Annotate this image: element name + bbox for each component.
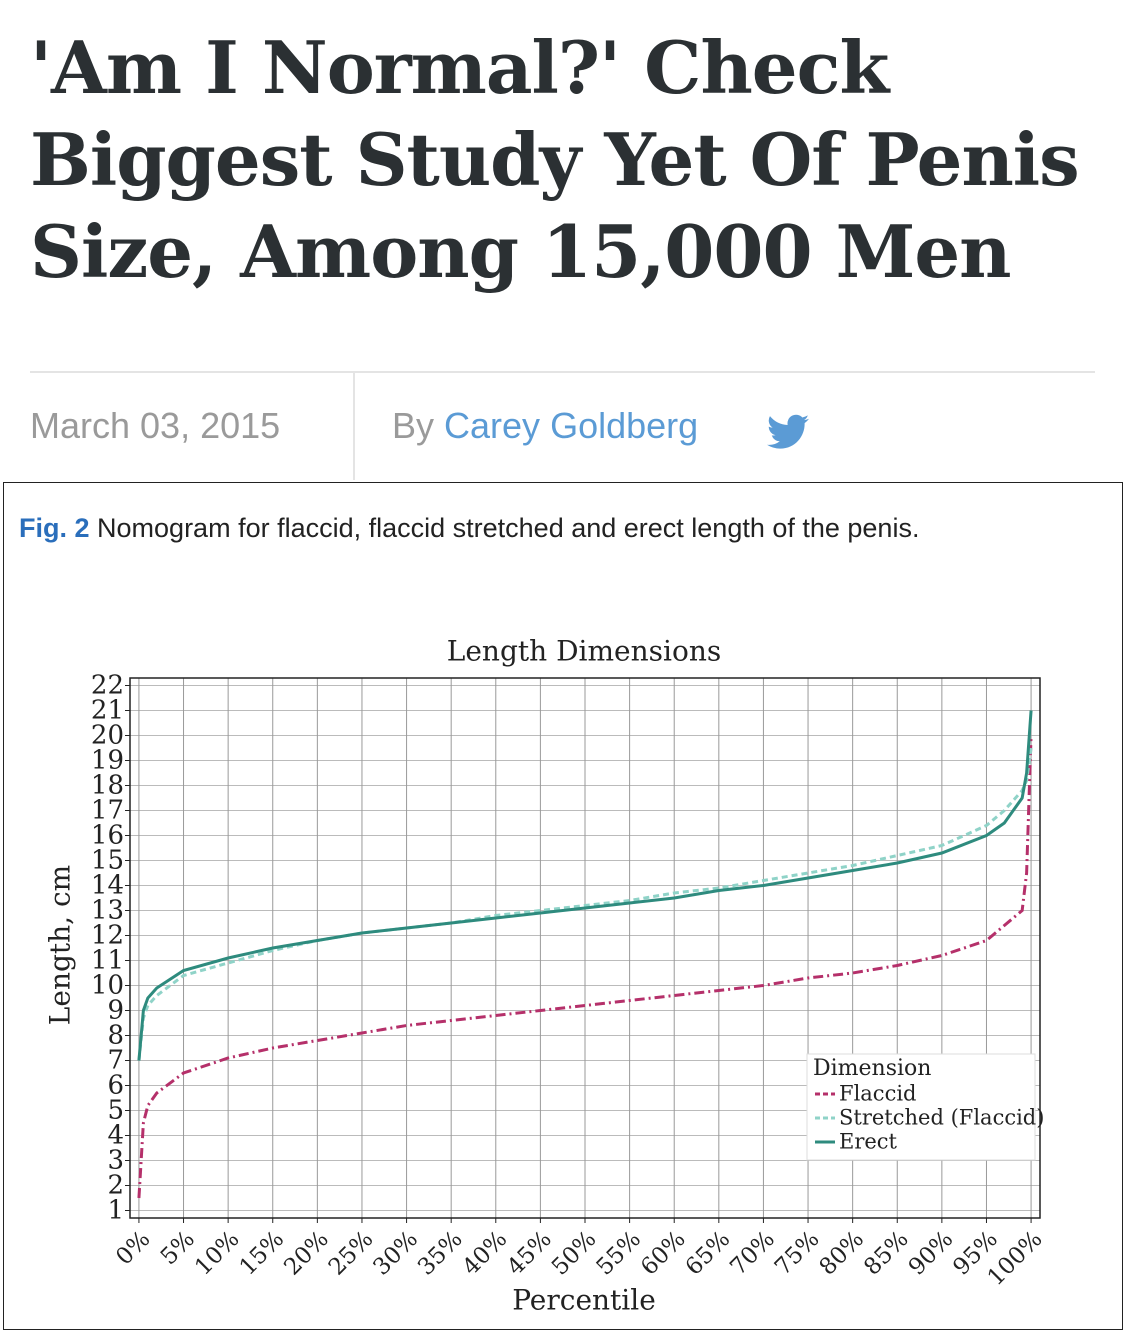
- caption-text: Nomogram for flaccid, flaccid stretched …: [97, 513, 920, 543]
- x-tick-label: 55%: [592, 1226, 647, 1281]
- legend-box: [806, 1053, 1036, 1161]
- headline-line: Biggest Study Yet Of Penis: [30, 117, 1080, 202]
- y-tick-label: 14: [91, 871, 124, 901]
- y-tick-label: 6: [107, 1071, 124, 1101]
- twitter-icon[interactable]: [767, 414, 809, 450]
- x-tick-label: 90%: [904, 1226, 959, 1281]
- y-tick-label: 3: [107, 1146, 124, 1176]
- y-tick-label: 11: [91, 946, 124, 976]
- plot-frame: [129, 677, 1041, 1219]
- y-tick-label: 2: [107, 1171, 124, 1201]
- x-tick-label: 45%: [502, 1226, 557, 1281]
- divider: [353, 373, 355, 480]
- x-tick-label: 35%: [413, 1226, 468, 1281]
- x-tick-label: 65%: [681, 1226, 736, 1281]
- by: By: [392, 405, 435, 446]
- headline-line: 'Am I Normal?' Check: [30, 25, 889, 110]
- y-tick-label: 7: [107, 1046, 124, 1076]
- legend-label: Stretched (Flaccid): [839, 1106, 1044, 1130]
- y-tick-label: 15: [91, 846, 124, 876]
- figure-label: Fig. 2: [19, 513, 90, 543]
- x-axis-label: Percentile: [512, 1284, 656, 1317]
- y-tick-label: 13: [91, 896, 124, 926]
- series-line: [137, 735, 1033, 1199]
- y-tick-label: 22: [91, 671, 124, 701]
- author-link[interactable]: Carey Goldberg: [444, 405, 699, 446]
- figure-caption: Fig. 2 Nomogram for flaccid, flaccid str…: [19, 505, 1059, 551]
- figure: Fig. 2 Nomogram for flaccid, flaccid str…: [3, 482, 1123, 1330]
- series-line: [137, 710, 1033, 1061]
- headline-line: Size, Among 15,000 Men: [30, 209, 1011, 294]
- y-tick-label: 5: [107, 1096, 124, 1126]
- y-tick-label: 21: [91, 696, 124, 726]
- legend-title: Dimension: [813, 1056, 931, 1081]
- y-tick-label: 17: [91, 796, 124, 826]
- y-tick-label: 8: [107, 1021, 124, 1051]
- y-axis-label: Length, cm: [44, 865, 77, 1025]
- y-tick-label: 16: [91, 821, 124, 851]
- x-tick-label: 20%: [279, 1226, 334, 1281]
- y-tick-label: 12: [91, 921, 124, 951]
- divider: [30, 371, 1095, 373]
- x-tick-label: 10%: [190, 1226, 245, 1281]
- x-tick-label: 15%: [235, 1226, 290, 1281]
- headline: 'Am I Normal?' Check Biggest Study Yet O…: [30, 22, 1080, 298]
- x-tick-label: 30%: [369, 1226, 424, 1281]
- legend-label: Erect: [839, 1130, 898, 1154]
- y-tick-label: 9: [107, 996, 124, 1026]
- y-tick-label: 10: [91, 971, 124, 1001]
- x-tick-label: 70%: [725, 1226, 780, 1281]
- x-tick-label: 60%: [636, 1226, 691, 1281]
- x-tick-label: 40%: [458, 1226, 513, 1281]
- y-tick-label: 19: [91, 746, 124, 776]
- x-tick-label: 75%: [770, 1226, 825, 1281]
- y-tick-label: 4: [107, 1121, 124, 1151]
- legend-label: Flaccid: [839, 1082, 917, 1106]
- y-tick-label: 1: [107, 1196, 124, 1226]
- byline: By Carey Goldberg: [392, 405, 698, 447]
- y-tick-label: 20: [91, 721, 124, 751]
- x-tick-label: 85%: [859, 1226, 914, 1281]
- x-tick-label: 25%: [324, 1226, 379, 1281]
- x-tick-label: 0%: [111, 1226, 155, 1270]
- x-tick-label: 80%: [815, 1226, 870, 1281]
- date: March 03, 2015: [30, 405, 281, 446]
- chart-title: Length Dimensions: [447, 635, 721, 668]
- x-tick-label: 50%: [547, 1226, 602, 1281]
- series-line: [137, 747, 1033, 1061]
- y-tick-label: 18: [91, 771, 124, 801]
